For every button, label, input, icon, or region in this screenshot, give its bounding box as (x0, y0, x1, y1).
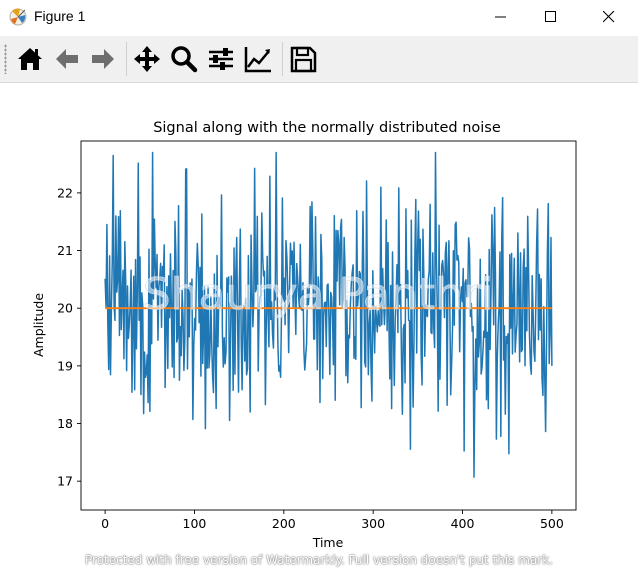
arrow-left-icon (56, 49, 78, 69)
figure-canvas: Signal along with the normally distribut… (0, 83, 638, 553)
save-button[interactable] (285, 41, 321, 77)
move-icon (134, 46, 160, 72)
y-tick-label: 21 (57, 243, 73, 258)
y-tick-label: 20 (57, 301, 73, 316)
toolbar-separator (282, 42, 283, 76)
x-axis: 0 100 200 300 400 500 (101, 510, 564, 531)
sliders-icon (209, 48, 233, 70)
y-tick-label: 18 (57, 416, 73, 431)
watermark-text: Shaurya Panthri (143, 269, 494, 320)
forward-button[interactable] (85, 41, 121, 77)
chart-title: Signal along with the normally distribut… (153, 120, 501, 136)
edit-axes-button[interactable] (240, 41, 276, 77)
close-button[interactable] (586, 0, 632, 34)
x-tick-label: 400 (451, 516, 475, 531)
y-tick-label: 19 (57, 358, 73, 373)
magnifier-icon (171, 46, 198, 73)
maximize-icon (545, 11, 556, 22)
line-chart-icon (244, 47, 271, 73)
back-button[interactable] (49, 41, 85, 77)
series-line-1 (104, 151, 553, 478)
plot-area (104, 151, 553, 478)
y-axis-label: Amplitude (31, 293, 46, 357)
toolbar-grip[interactable] (4, 44, 7, 74)
toolbar-separator (126, 42, 127, 76)
home-icon (18, 48, 42, 70)
y-axis: 17 18 19 20 21 22 (57, 185, 81, 489)
app-logo-icon (9, 8, 27, 26)
arrow-right-icon (92, 49, 114, 69)
axes-border (80, 140, 577, 511)
zoom-button[interactable] (166, 41, 202, 77)
x-tick-label: 500 (540, 516, 564, 531)
close-icon (603, 11, 615, 23)
x-tick-label: 300 (361, 516, 385, 531)
pan-button[interactable] (129, 41, 165, 77)
maximize-button[interactable] (528, 0, 574, 34)
y-tick-label: 17 (57, 474, 73, 489)
navigation-toolbar (0, 36, 638, 83)
window-titlebar: Figure 1 (0, 0, 638, 34)
x-tick-label: 100 (183, 516, 207, 531)
floppy-disk-icon (290, 46, 317, 73)
minimize-icon (495, 16, 506, 18)
watermark-footer: Protected with free version of Watermark… (85, 553, 553, 567)
y-tick-label: 22 (57, 185, 73, 200)
home-button[interactable] (12, 41, 48, 77)
x-axis-label: Time (312, 535, 344, 550)
subplots-button[interactable] (203, 41, 239, 77)
x-tick-label: 200 (272, 516, 296, 531)
window-title: Figure 1 (34, 8, 86, 24)
minimize-button[interactable] (478, 0, 524, 34)
x-tick-label: 0 (101, 516, 109, 531)
